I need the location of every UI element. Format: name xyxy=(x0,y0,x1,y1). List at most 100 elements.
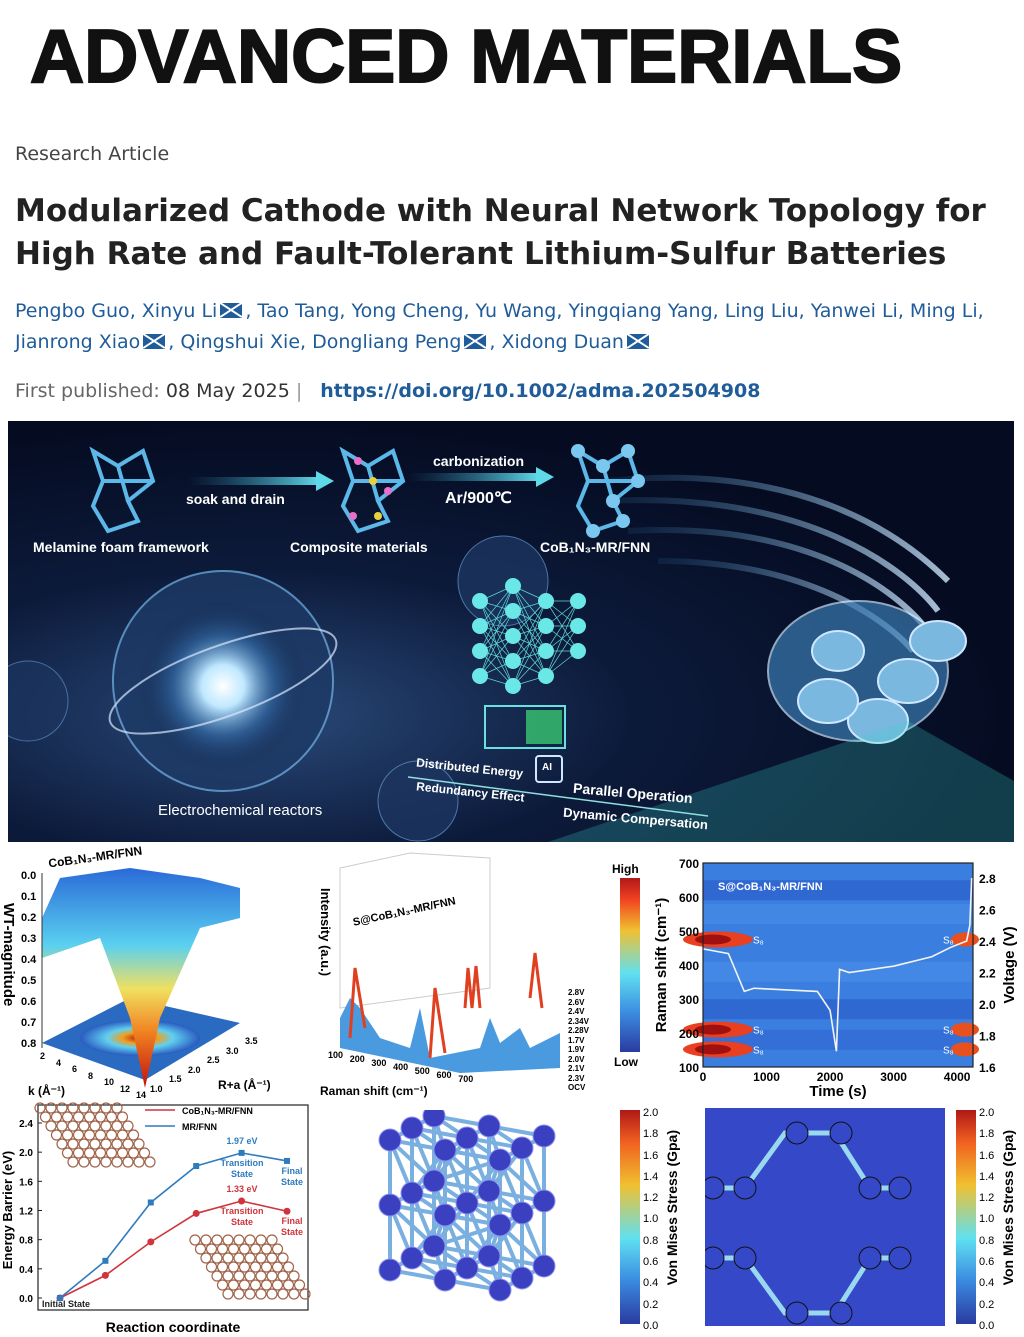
lattice-hex xyxy=(288,1288,300,1300)
lattice-hex xyxy=(83,1147,96,1159)
lattice-hex xyxy=(122,1120,134,1132)
wt-ylabel: R+a (Å⁻¹) xyxy=(218,1078,271,1092)
stress-tick: 1.0 xyxy=(643,1213,659,1226)
lattice-hex xyxy=(260,1279,273,1291)
atom xyxy=(510,1201,534,1225)
lattice-hex xyxy=(45,1102,57,1114)
series-line-1 xyxy=(59,1152,288,1299)
raman3d-xlabel: Raman shift (cm⁻¹) xyxy=(320,1084,428,1098)
atom xyxy=(510,1266,534,1290)
author-link[interactable]: Yingqiang Yang xyxy=(568,300,713,322)
lattice-hex xyxy=(78,1156,90,1168)
peak-label: S₈ xyxy=(753,1026,764,1037)
lattice-hex xyxy=(266,1270,278,1282)
article-type: Research Article xyxy=(15,143,170,165)
nn-node xyxy=(570,593,586,609)
lattice-hex xyxy=(94,1111,107,1123)
lattice-hex xyxy=(39,1111,52,1123)
stress-tick: 0.0 xyxy=(643,1319,659,1332)
raman3d-ytick: 2.34V xyxy=(568,1016,589,1026)
wt-ztick: 0.8 xyxy=(21,1038,37,1050)
peak-label: S₈ xyxy=(943,936,954,947)
author-link[interactable]: Tao Tang xyxy=(257,300,340,322)
nn-edge xyxy=(479,610,514,677)
lattice-hex xyxy=(72,1147,85,1159)
wt-ytick: 2.0 xyxy=(188,1064,201,1075)
y-tick-label: 400 xyxy=(679,959,699,973)
wt-ztick: 0.5 xyxy=(21,975,37,987)
raman3d-ytick: 2.28V xyxy=(568,1026,589,1035)
author-link[interactable]: Xidong Duan xyxy=(501,331,624,353)
email-icon[interactable] xyxy=(143,334,166,349)
y2-tick-label: 1.8 xyxy=(979,1030,996,1044)
plot-frame xyxy=(702,862,974,1068)
heatmap-band xyxy=(703,961,973,982)
lattice-hex xyxy=(67,1138,79,1150)
lattice-hex xyxy=(233,1270,245,1282)
stress-tick: 1.0 xyxy=(979,1213,995,1226)
wt-xlabel: k (Å⁻¹) xyxy=(28,1084,65,1098)
nn-node xyxy=(538,643,554,659)
journal-logo[interactable]: ADVANCED MATERIALS xyxy=(29,14,903,98)
stress-tick: 0.2 xyxy=(979,1298,995,1311)
x-tick-label: 4000 xyxy=(944,1070,971,1084)
crystal-structure xyxy=(378,1110,556,1302)
author-link[interactable]: Ming Li xyxy=(909,300,978,322)
arrow-label-soak: soak and drain xyxy=(186,491,285,507)
stress-tick: 0.6 xyxy=(979,1256,995,1269)
wt-zlabel: WT-magnitude xyxy=(0,903,17,1007)
doi-link[interactable]: https://doi.org/10.1002/adma.202504908 xyxy=(320,380,761,402)
wt-ztick: 0.0 xyxy=(21,870,37,882)
author-link[interactable]: Jianrong Xiao xyxy=(15,331,141,353)
atom xyxy=(510,1136,534,1160)
atom xyxy=(532,1124,556,1148)
legend-label: CoB₁N₃-MR/FNN xyxy=(182,1106,253,1116)
published-label: First published: xyxy=(15,380,160,402)
stress-tick: 1.8 xyxy=(643,1128,659,1141)
y-tick-label: 100 xyxy=(679,1061,699,1075)
lattice-hex xyxy=(227,1279,240,1291)
wt-xtick: 4 xyxy=(56,1057,62,1068)
author-link[interactable]: Qingshui Xie xyxy=(180,331,301,353)
nn-node xyxy=(538,668,554,684)
wt-ztick: 0.4 xyxy=(21,954,37,966)
author-link[interactable]: Xinyu Li xyxy=(141,300,218,322)
y-tick-label: 700 xyxy=(679,857,699,871)
lattice-hex xyxy=(288,1270,300,1282)
author-link[interactable]: Yong Cheng xyxy=(351,300,464,322)
email-icon[interactable] xyxy=(464,334,487,349)
wt-ztick: 0.3 xyxy=(21,933,37,945)
nn-node xyxy=(472,643,488,659)
lattice-hex xyxy=(105,1147,118,1159)
lattice-hex xyxy=(244,1234,256,1246)
raman-peaks xyxy=(348,952,544,1059)
y2-tick-label: 1.6 xyxy=(979,1061,996,1075)
lattice-hex xyxy=(255,1234,267,1246)
raman3d-ytick: 2.0V xyxy=(568,1054,585,1064)
lattice-hex xyxy=(282,1261,295,1273)
email-icon[interactable] xyxy=(220,303,243,318)
peak-label: S₈ xyxy=(753,1045,764,1056)
raman-heatmap: S₈ S₈ S₈ S₈ S₈ S₈ 100 200 300 400 500 600 700 0 1000 20… xyxy=(653,857,1018,1100)
raman3d-xtick: 200 xyxy=(349,1054,365,1064)
email-icon[interactable] xyxy=(626,334,649,349)
author-link[interactable]: Dongliang Peng xyxy=(312,331,462,353)
author-link[interactable]: Yu Wang xyxy=(475,300,557,322)
author-link[interactable]: Yanwei Li xyxy=(810,300,898,322)
colorbar-high: High xyxy=(612,862,639,876)
lattice-hex xyxy=(249,1243,262,1255)
data-point xyxy=(147,1199,154,1206)
lattice-hex xyxy=(271,1261,284,1273)
lattice-hex xyxy=(277,1288,289,1300)
atom xyxy=(433,1268,457,1292)
author-link[interactable]: Ling Liu xyxy=(724,300,799,322)
stress-tick: 1.6 xyxy=(643,1149,659,1162)
lattice-hex xyxy=(244,1252,256,1264)
data-point xyxy=(238,1149,245,1156)
author-link[interactable]: Pengbo Guo xyxy=(15,300,130,322)
wt-xtick: 14 xyxy=(136,1090,147,1100)
wt-xtick: 12 xyxy=(120,1083,131,1094)
peak-blob xyxy=(951,1042,979,1057)
y-tick-label: 2.0 xyxy=(19,1148,33,1159)
wt-xtick: 10 xyxy=(104,1077,115,1087)
